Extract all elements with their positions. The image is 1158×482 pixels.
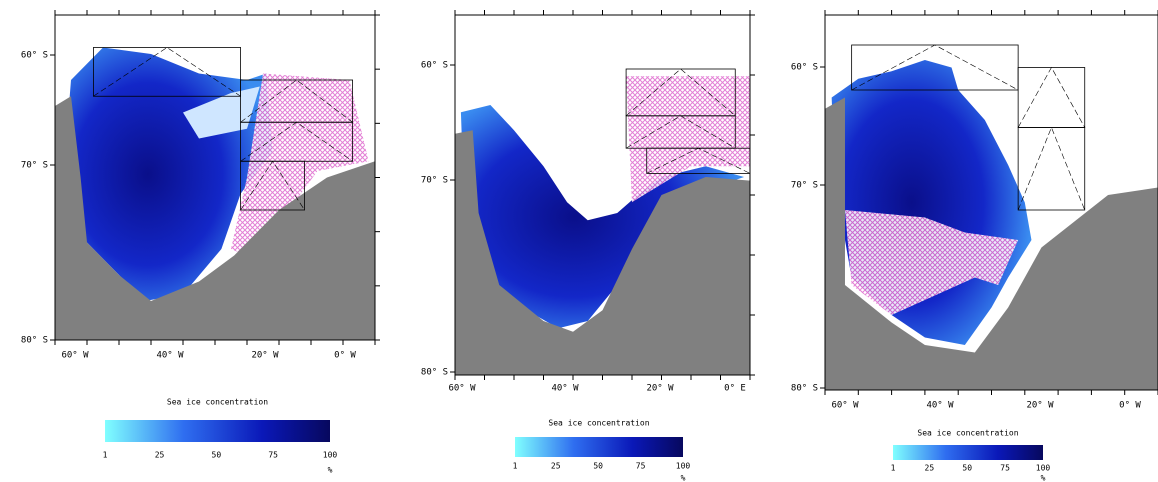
transect	[240, 79, 353, 123]
lon-label: 60° W	[61, 351, 89, 361]
survey-box	[93, 47, 241, 97]
lon-label: 20° W	[1026, 401, 1054, 411]
colorbar-tick: 100	[676, 462, 691, 471]
lon-label: 0° E	[724, 384, 746, 394]
colorbar-tick: 75	[636, 462, 646, 471]
colorbar-tick: 75	[1000, 464, 1010, 473]
lat-label: 60° S	[791, 63, 818, 73]
lat-label: 80° S	[791, 384, 818, 394]
transect	[1017, 126, 1086, 211]
colorbar-title: Sea ice concentration	[548, 419, 649, 428]
survey-box	[1017, 67, 1086, 128]
colorbar-tick: 50	[212, 451, 222, 460]
lat-label: 60° S	[21, 51, 48, 61]
colorbar-tick: 25	[155, 451, 165, 460]
colorbar-tick: 1	[891, 464, 896, 473]
colorbar-tick: 1	[513, 462, 518, 471]
survey-hatch	[844, 210, 1019, 315]
lon-label: 20° W	[251, 351, 279, 361]
survey-hatch	[231, 73, 369, 259]
colorbar-tick: 50	[593, 462, 603, 471]
colorbar-unit: %	[681, 474, 686, 482]
transect	[240, 121, 353, 162]
lon-label: 0° W	[334, 351, 356, 361]
lon-label: 60° W	[831, 401, 859, 411]
sea-ice	[460, 105, 745, 329]
map-panel: 60° S 70° S 80° S60° W 40° W 20° W 0° E Sea ic…	[421, 10, 755, 482]
lon-label: 40° W	[926, 401, 954, 411]
map-panel: 60° S 70° S 80° S 60° W 40° W 20° W 0° W Sea ic…	[21, 10, 380, 475]
colorbar	[515, 437, 683, 457]
lat-label: 70° S	[791, 181, 818, 191]
lon-label: 60° W	[448, 384, 476, 394]
colorbar-unit: %	[1041, 474, 1046, 482]
colorbar-tick: 75	[268, 451, 278, 460]
colorbar-unit: %	[328, 466, 333, 475]
transect	[851, 44, 1019, 91]
transect	[93, 47, 241, 97]
colorbar-tick: 25	[551, 462, 561, 471]
survey-box	[1017, 127, 1086, 211]
land	[825, 97, 1158, 390]
transect	[1017, 66, 1086, 128]
land	[455, 130, 750, 375]
colorbar-title: Sea ice concentration	[167, 398, 268, 407]
colorbar	[893, 445, 1043, 460]
lat-label: 80° S	[21, 336, 48, 346]
colorbar-tick: 50	[962, 464, 972, 473]
lon-label: 40° W	[551, 384, 579, 394]
transect	[646, 147, 751, 174]
land	[55, 96, 375, 340]
lat-label: 80° S	[421, 368, 448, 378]
lat-label: 60° S	[421, 61, 448, 71]
lon-label: 0° W	[1119, 401, 1141, 411]
colorbar-tick: 1	[103, 451, 108, 460]
lon-label: 40° W	[156, 351, 184, 361]
map-panel: 60° S 70° S 80° S 60° W 40° W 20° W 0° W Sea ic…	[791, 10, 1158, 482]
transect	[625, 115, 736, 149]
colorbar	[105, 420, 330, 442]
lat-label: 70° S	[421, 176, 448, 186]
colorbar-tick: 25	[925, 464, 935, 473]
survey-hatch	[626, 76, 750, 203]
lat-label: 70° S	[21, 161, 48, 171]
transect	[625, 68, 736, 117]
colorbar-tick: 100	[323, 451, 338, 460]
transect	[240, 160, 305, 211]
lon-label: 20° W	[646, 384, 674, 394]
colorbar-title: Sea ice concentration	[917, 429, 1018, 438]
colorbar-tick: 100	[1036, 464, 1051, 473]
